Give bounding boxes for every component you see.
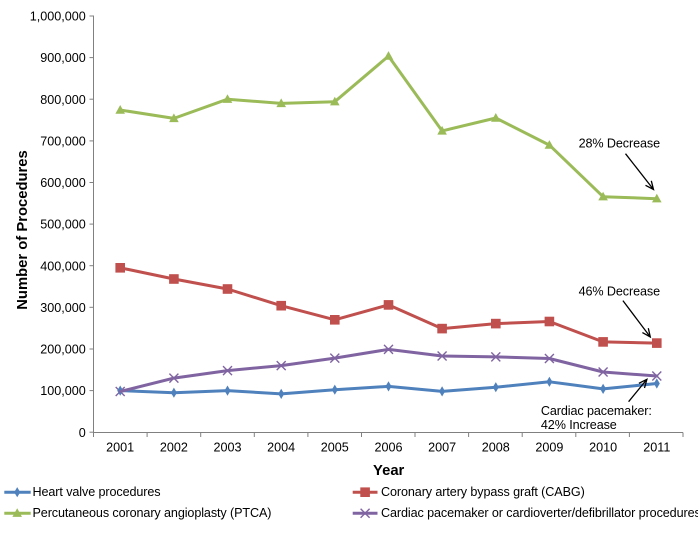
svg-text:2002: 2002: [160, 440, 188, 454]
svg-text:Coronary artery bypass graft (: Coronary artery bypass graft (CABG): [381, 485, 585, 499]
svg-text:600,000: 600,000: [40, 176, 86, 190]
svg-text:900,000: 900,000: [40, 51, 86, 65]
svg-text:Number of Procedures: Number of Procedures: [15, 150, 31, 310]
svg-text:700,000: 700,000: [40, 135, 86, 149]
svg-text:2005: 2005: [321, 440, 349, 454]
svg-text:2011: 2011: [643, 440, 670, 454]
svg-text:Heart valve procedures: Heart valve procedures: [33, 485, 161, 499]
svg-text:Cardiac pacemaker:: Cardiac pacemaker:: [541, 404, 652, 418]
svg-text:Year: Year: [373, 463, 405, 479]
svg-text:2003: 2003: [213, 440, 241, 454]
svg-text:2004: 2004: [267, 440, 295, 454]
svg-text:500,000: 500,000: [40, 218, 86, 232]
svg-text:1,000,000: 1,000,000: [30, 10, 86, 24]
svg-text:2008: 2008: [482, 440, 510, 454]
svg-text:46% Decrease: 46% Decrease: [579, 285, 660, 299]
svg-text:2010: 2010: [589, 440, 617, 454]
svg-text:100,000: 100,000: [40, 384, 86, 398]
svg-text:42% Increase: 42% Increase: [541, 418, 617, 432]
svg-text:2001: 2001: [106, 440, 134, 454]
svg-text:Cardiac pacemaker or cardiover: Cardiac pacemaker or cardioverter/defibr…: [381, 506, 698, 520]
svg-text:800,000: 800,000: [40, 93, 86, 107]
svg-text:0: 0: [79, 426, 86, 440]
svg-text:400,000: 400,000: [40, 259, 86, 273]
svg-text:2006: 2006: [374, 440, 402, 454]
svg-text:200,000: 200,000: [40, 343, 86, 357]
svg-text:28% Decrease: 28% Decrease: [579, 136, 660, 150]
svg-text:2007: 2007: [428, 440, 456, 454]
svg-text:2009: 2009: [535, 440, 563, 454]
svg-text:300,000: 300,000: [40, 301, 86, 315]
svg-text:Percutaneous coronary angiopla: Percutaneous coronary angioplasty (PTCA): [33, 506, 272, 520]
